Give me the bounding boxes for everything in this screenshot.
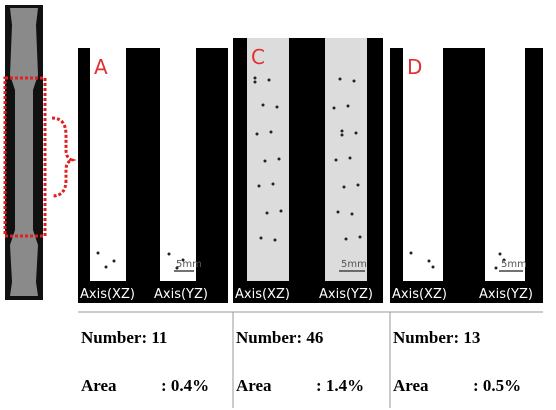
panel-letter: A bbox=[94, 55, 108, 79]
pore bbox=[353, 80, 356, 83]
number-stat: Number: 46 bbox=[236, 328, 323, 347]
number-stat: Number: 11 bbox=[81, 328, 167, 347]
xz-slice bbox=[90, 48, 126, 281]
pore bbox=[410, 252, 413, 255]
pore bbox=[341, 134, 344, 137]
pore bbox=[495, 267, 498, 270]
figure: A 5mm Axis(XZ) Axis(YZ) Number: 11 Area : 0.4%… bbox=[0, 0, 556, 410]
pore bbox=[113, 260, 116, 263]
pore bbox=[349, 157, 352, 160]
pore bbox=[266, 212, 269, 215]
pore bbox=[343, 186, 346, 189]
ct-panel: C 5mm Axis(XZ) Axis(YZ) bbox=[233, 38, 383, 303]
pore bbox=[355, 132, 358, 135]
panel-letter: D bbox=[407, 55, 422, 79]
pore bbox=[258, 185, 261, 188]
pore bbox=[499, 253, 502, 256]
area-label: Area bbox=[236, 376, 272, 395]
area-label: Area bbox=[393, 376, 429, 395]
scale-label: 5mm bbox=[176, 259, 202, 270]
pore bbox=[260, 237, 263, 240]
pore bbox=[268, 79, 271, 82]
axis-label: Axis(YZ) bbox=[479, 287, 533, 302]
pore bbox=[428, 260, 431, 263]
pore bbox=[335, 159, 338, 162]
pore bbox=[168, 253, 171, 256]
number-stat: Number: 13 bbox=[393, 328, 480, 347]
pore bbox=[280, 210, 283, 213]
scale-label: 5mm bbox=[341, 259, 367, 270]
pore bbox=[256, 133, 259, 136]
yz-slice bbox=[160, 48, 196, 281]
pore bbox=[272, 183, 275, 186]
area-value: : 0.4% bbox=[161, 376, 209, 395]
area-value: : 1.4% bbox=[316, 376, 364, 395]
pore bbox=[341, 130, 344, 133]
pore bbox=[264, 160, 267, 163]
pore bbox=[357, 184, 360, 187]
region-bracket bbox=[52, 118, 72, 196]
pore bbox=[274, 239, 277, 242]
axis-label: Axis(YZ) bbox=[319, 287, 373, 302]
pore bbox=[254, 81, 257, 84]
area-label: Area bbox=[81, 376, 117, 395]
panel-letter: C bbox=[251, 45, 265, 69]
pore bbox=[254, 77, 257, 80]
ct-panel: A 5mm Axis(XZ) Axis(YZ) bbox=[78, 48, 228, 303]
pore bbox=[359, 236, 362, 239]
pore bbox=[97, 252, 100, 255]
pore bbox=[333, 107, 336, 110]
xz-slice bbox=[403, 48, 443, 281]
pore bbox=[347, 105, 350, 108]
pore bbox=[270, 131, 273, 134]
pore bbox=[105, 266, 108, 269]
axis-label: Axis(XZ) bbox=[392, 287, 447, 302]
pore bbox=[432, 266, 435, 269]
pore bbox=[262, 104, 265, 107]
pore bbox=[276, 106, 279, 109]
axis-label: Axis(XZ) bbox=[80, 287, 135, 302]
pore bbox=[345, 238, 348, 241]
ct-panel: D 5mm Axis(XZ) Axis(YZ) bbox=[390, 48, 543, 303]
pore bbox=[337, 211, 340, 214]
xz-slice bbox=[247, 38, 289, 281]
specimen bbox=[5, 5, 72, 300]
yz-slice bbox=[485, 48, 525, 281]
yz-slice bbox=[325, 38, 367, 281]
axis-label: Axis(YZ) bbox=[154, 287, 208, 302]
axis-label: Axis(XZ) bbox=[235, 287, 290, 302]
pore bbox=[278, 158, 281, 161]
pore bbox=[351, 213, 354, 216]
pore bbox=[339, 78, 342, 81]
area-value: : 0.5% bbox=[473, 376, 521, 395]
scale-label: 5mm bbox=[501, 259, 527, 270]
